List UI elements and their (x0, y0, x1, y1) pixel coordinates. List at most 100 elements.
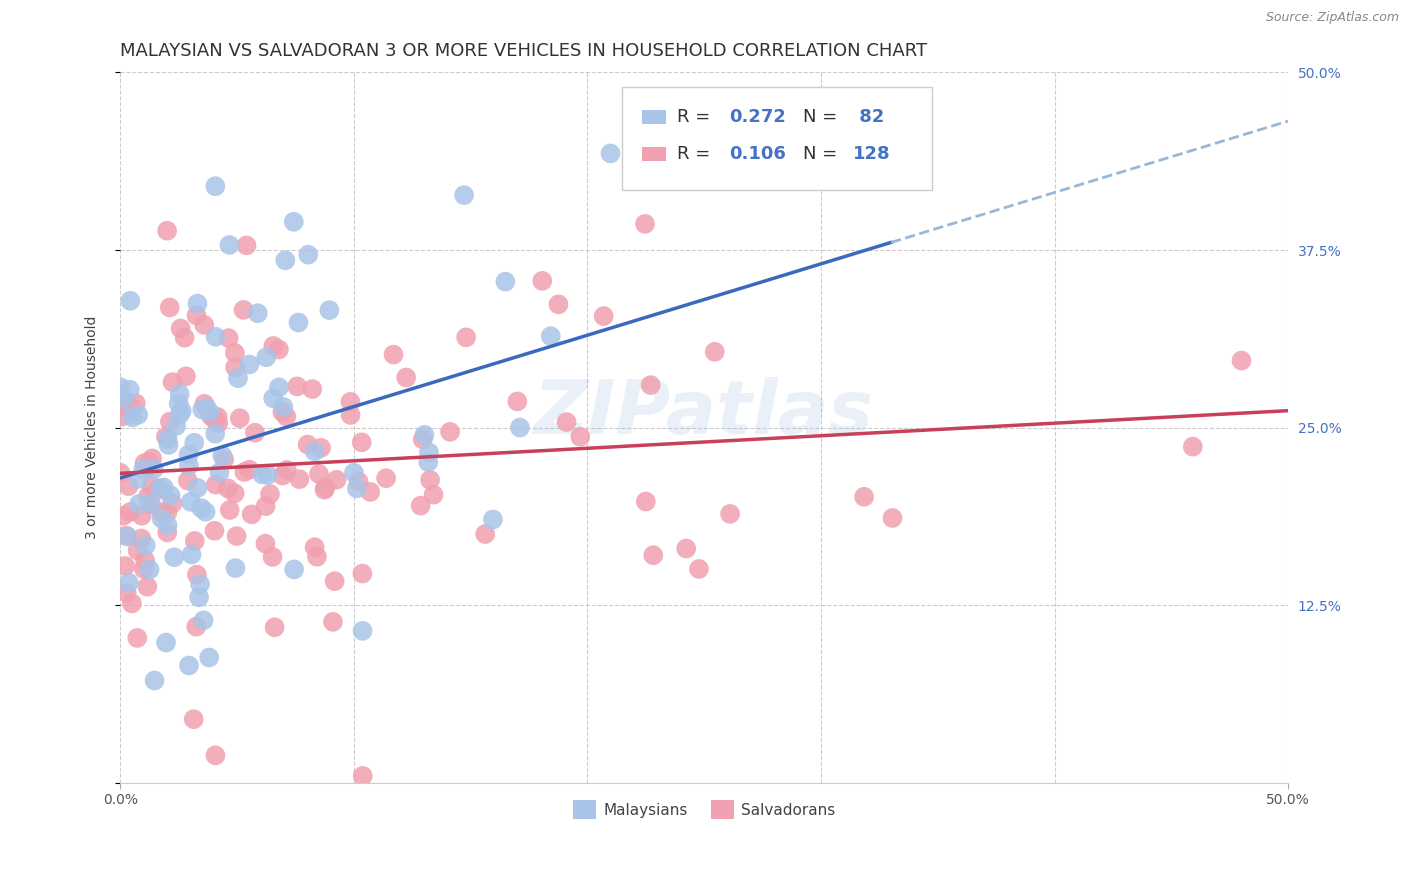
Point (198, 405, 221, 419)
Point (211, 449, 233, 463)
Point (163, 550, 186, 565)
Point (309, 441, 332, 455)
Point (180, 548, 202, 562)
Point (240, 508, 263, 522)
Point (198, 650, 221, 665)
Point (195, 401, 218, 415)
Point (132, 462, 155, 476)
Point (142, 462, 165, 476)
Point (409, 499, 432, 513)
Point (155, 635, 177, 649)
Point (114, 559, 136, 574)
Legend: Malaysians, Salvadorans: Malaysians, Salvadorans (567, 794, 842, 825)
Point (159, 488, 181, 502)
Point (150, 511, 173, 525)
Point (283, 562, 305, 576)
Point (718, 507, 741, 521)
Text: R =: R = (678, 145, 716, 163)
Point (177, 448, 200, 462)
Point (204, 330, 226, 344)
Point (174, 369, 197, 384)
FancyBboxPatch shape (643, 147, 665, 161)
Point (156, 224, 179, 238)
Point (169, 321, 191, 335)
Point (135, 539, 157, 553)
Point (115, 586, 138, 600)
Point (117, 479, 139, 493)
Point (413, 428, 436, 442)
Point (238, 463, 260, 477)
Point (375, 471, 398, 485)
Point (439, 425, 461, 439)
Point (150, 505, 173, 519)
Point (156, 518, 179, 533)
Point (382, 348, 405, 362)
Point (217, 482, 239, 496)
Point (188, 577, 211, 591)
Point (162, 497, 184, 511)
Point (193, 397, 215, 411)
Text: MALAYSIAN VS SALVADORAN 3 OR MORE VEHICLES IN HOUSEHOLD CORRELATION CHART: MALAYSIAN VS SALVADORAN 3 OR MORE VEHICL… (120, 42, 928, 60)
Point (262, 549, 284, 564)
FancyBboxPatch shape (643, 110, 665, 124)
Point (148, 483, 170, 497)
Point (200, 409, 222, 424)
Point (853, 490, 876, 504)
Point (169, 407, 191, 421)
Point (263, 620, 285, 634)
Point (208, 466, 231, 480)
Text: ZIPatlas: ZIPatlas (534, 377, 875, 450)
Point (547, 297, 569, 311)
Point (204, 477, 226, 491)
Point (207, 409, 229, 424)
Point (246, 306, 269, 320)
Point (688, 562, 710, 576)
Point (218, 238, 240, 252)
Point (569, 430, 592, 444)
Point (418, 445, 440, 459)
Point (121, 410, 143, 425)
Point (224, 346, 246, 360)
Point (204, 426, 226, 441)
Point (165, 419, 187, 434)
Point (127, 543, 149, 558)
Point (118, 383, 141, 397)
Point (474, 527, 496, 541)
Point (226, 371, 249, 385)
Point (162, 375, 184, 389)
Point (262, 391, 284, 405)
Point (274, 253, 297, 268)
Point (643, 548, 665, 562)
Point (352, 624, 374, 638)
Point (186, 619, 208, 633)
Point (224, 486, 246, 500)
Point (254, 536, 277, 550)
Text: 128: 128 (852, 145, 890, 163)
Point (141, 479, 163, 493)
Point (155, 430, 177, 444)
Point (343, 466, 366, 480)
Point (183, 435, 205, 450)
Point (531, 274, 554, 288)
Point (509, 420, 531, 434)
Point (115, 528, 138, 542)
Point (322, 615, 344, 629)
Point (640, 378, 662, 392)
Point (243, 425, 266, 440)
Point (262, 339, 284, 353)
Point (115, 529, 138, 543)
Point (422, 488, 444, 502)
Point (110, 466, 132, 480)
Point (180, 495, 202, 509)
Point (143, 673, 166, 688)
Point (156, 525, 179, 540)
Point (183, 712, 205, 726)
Point (276, 463, 298, 477)
Text: N =: N = (803, 145, 844, 163)
Point (254, 499, 277, 513)
Point (120, 293, 142, 308)
Point (271, 468, 294, 483)
Point (288, 472, 311, 486)
Point (482, 512, 505, 526)
Point (238, 358, 260, 372)
